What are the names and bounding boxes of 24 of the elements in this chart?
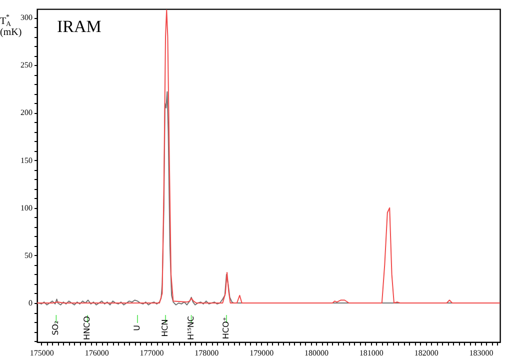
x-tick-label: 178000: [194, 348, 219, 356]
ref-line-label: SO₂: [51, 320, 60, 336]
x-tick-label: 181000: [359, 348, 384, 356]
x-tick-label: 180000: [304, 348, 329, 356]
x-tick-label: 182000: [414, 348, 438, 356]
x-tick-label: 175000: [30, 348, 54, 356]
ref-line-label: HCN: [160, 319, 170, 337]
x-tick-label: 179000: [250, 348, 274, 356]
line-series: [37, 9, 500, 304]
y-tick-label: 250: [20, 60, 32, 70]
ref-line-label: HNCO: [82, 316, 92, 340]
x-tick-label: 176000: [84, 348, 109, 356]
x-tick-label: 183000: [469, 348, 494, 356]
x-tick-label: 177000: [140, 348, 164, 356]
y-tick-label: 0: [28, 298, 32, 308]
ref-line-label: H¹⁵NC: [186, 316, 196, 340]
chart-title: IRAM: [57, 17, 102, 36]
y-tick-label: 100: [20, 203, 32, 212]
ref-line-label: HCO⁺: [221, 316, 230, 340]
y-tick-label: 50: [24, 250, 32, 260]
y-tick-label: 150: [20, 156, 32, 165]
ref-line-label: U: [132, 324, 142, 331]
y-tick-label: 300: [20, 13, 32, 22]
y-tick-label: 200: [20, 108, 32, 118]
